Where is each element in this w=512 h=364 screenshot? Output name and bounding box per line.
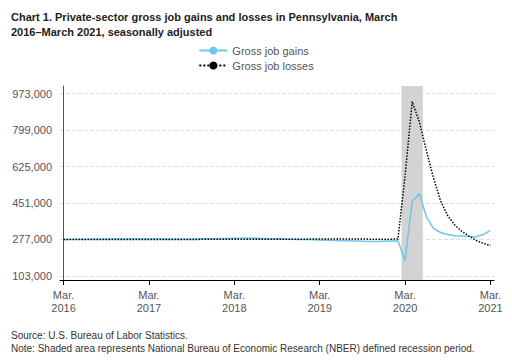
svg-text:Gross job gains: Gross job gains	[232, 45, 309, 57]
svg-text:Chart 1. Private-sector gross: Chart 1. Private-sector gross job gains …	[11, 11, 398, 23]
svg-text:Note: Shaded area represents N: Note: Shaded area represents National Bu…	[11, 343, 475, 354]
svg-text:973,000: 973,000	[12, 88, 52, 100]
svg-text:2021: 2021	[478, 302, 502, 314]
svg-text:2016: 2016	[51, 302, 75, 314]
svg-text:2018: 2018	[222, 302, 246, 314]
svg-text:799,000: 799,000	[12, 124, 52, 136]
svg-text:Mar.: Mar.	[53, 289, 74, 301]
svg-text:103,000: 103,000	[12, 270, 52, 282]
svg-text:625,000: 625,000	[12, 161, 52, 173]
svg-text:277,000: 277,000	[12, 233, 52, 245]
svg-text:Gross job losses: Gross job losses	[232, 60, 314, 72]
svg-text:Mar.: Mar.	[138, 289, 159, 301]
svg-text:2017: 2017	[137, 302, 161, 314]
svg-text:Mar.: Mar.	[480, 289, 501, 301]
svg-text:2016–March 2021, seasonally ad: 2016–March 2021, seasonally adjusted	[11, 26, 212, 38]
svg-text:2019: 2019	[307, 302, 331, 314]
svg-text:451,000: 451,000	[12, 197, 52, 209]
svg-text:Mar.: Mar.	[309, 289, 330, 301]
svg-text:Source: U.S. Bureau of Labor S: Source: U.S. Bureau of Labor Statistics.	[11, 330, 188, 341]
svg-text:Mar.: Mar.	[394, 289, 415, 301]
svg-text:Mar.: Mar.	[224, 289, 245, 301]
svg-text:2020: 2020	[393, 302, 417, 314]
